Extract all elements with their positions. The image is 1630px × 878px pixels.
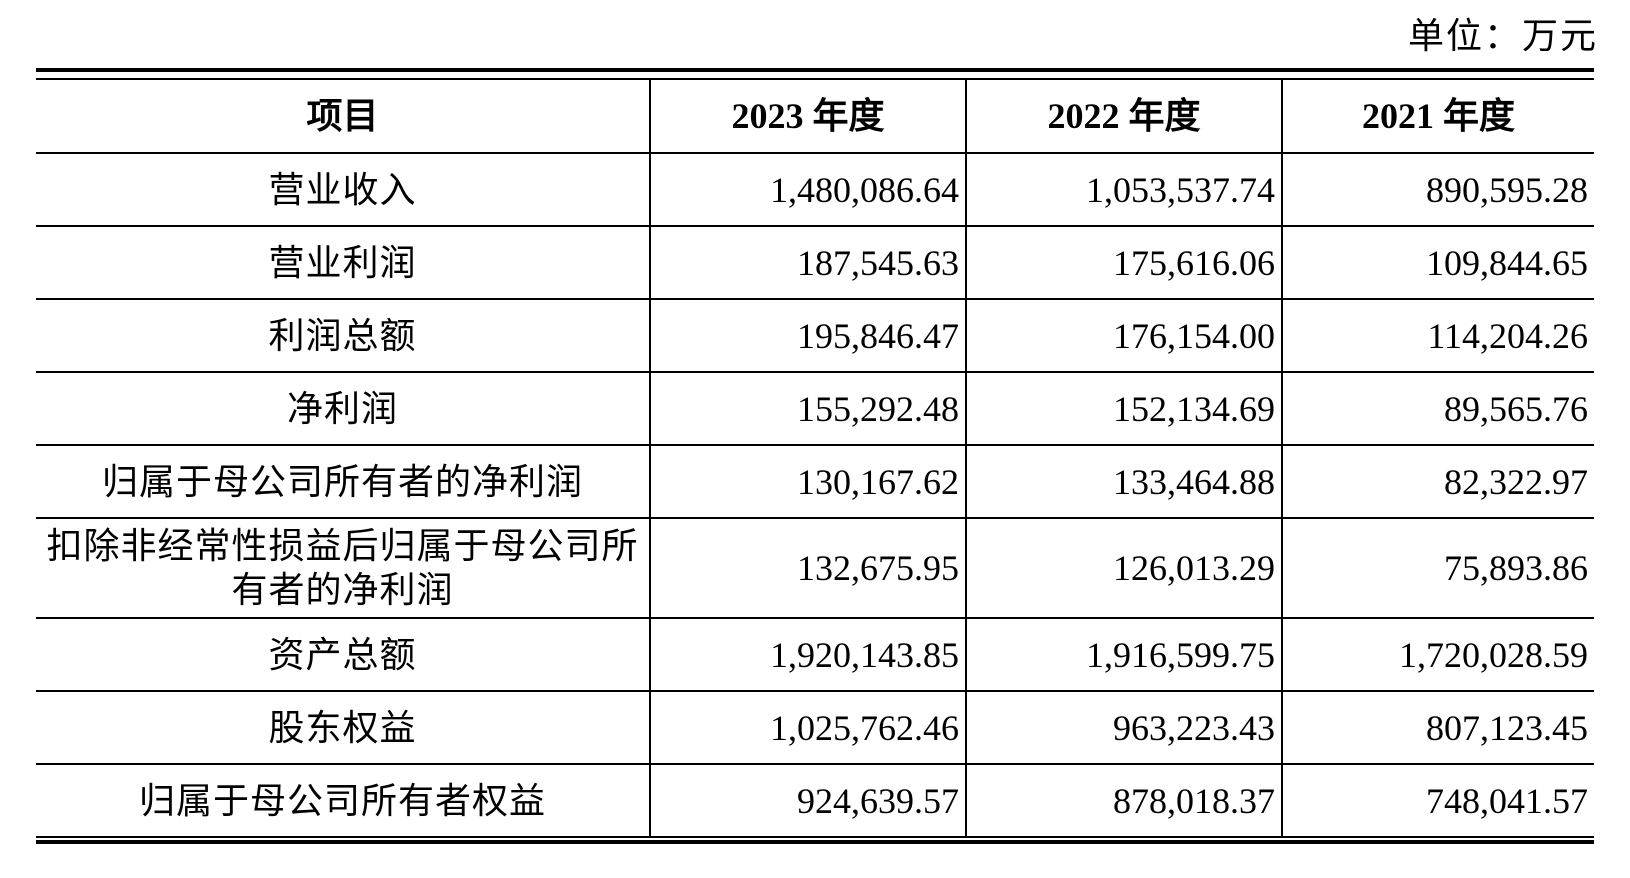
table-row: 股东权益 1,025,762.46 963,223.43 807,123.45 bbox=[36, 691, 1594, 765]
row-label: 营业利润 bbox=[36, 226, 650, 300]
value-2023: 130,167.62 bbox=[649, 445, 966, 519]
value-2022: 176,154.00 bbox=[965, 299, 1282, 373]
value-2021: 75,893.86 bbox=[1281, 518, 1594, 619]
value-2022: 1,916,599.75 bbox=[965, 618, 1282, 692]
bottom-double-rule bbox=[36, 836, 1594, 844]
row-label: 归属于母公司所有者权益 bbox=[138, 780, 546, 821]
unit-label: 单位：万元 bbox=[1407, 16, 1598, 56]
value-2021: 82,322.97 bbox=[1281, 445, 1594, 519]
value-2023: 1,480,086.64 bbox=[649, 153, 966, 227]
value-2023: 155,292.48 bbox=[649, 372, 966, 446]
value-2021: 748,041.57 bbox=[1281, 764, 1594, 836]
table-row: 扣除非经常性损益后归属于母公司所有者的净利润 132,675.95 126,01… bbox=[36, 518, 1594, 619]
table-row: 净利润 155,292.48 152,134.69 89,565.76 bbox=[36, 372, 1594, 446]
financial-summary-table: 项目 2023 年度 2022 年度 2021 年度 营业收入 1,480,08… bbox=[36, 80, 1594, 836]
value-2022: 175,616.06 bbox=[965, 226, 1282, 300]
financial-summary-table-container: 项目 2023 年度 2022 年度 2021 年度 营业收入 1,480,08… bbox=[36, 68, 1594, 844]
value-2023: 195,846.47 bbox=[649, 299, 966, 373]
table-row: 归属于母公司所有者权益 924,639.57 878,018.37 748,04… bbox=[36, 764, 1594, 836]
header-2021: 2021 年度 bbox=[1281, 80, 1594, 154]
value-2021: 114,204.26 bbox=[1281, 299, 1594, 373]
row-label: 扣除非经常性损益后归属于母公司所有者的净利润 bbox=[36, 518, 650, 619]
value-2022: 152,134.69 bbox=[965, 372, 1282, 446]
table-row: 营业收入 1,480,086.64 1,053,537.74 890,595.2… bbox=[36, 153, 1594, 227]
value-2022: 1,053,537.74 bbox=[965, 153, 1282, 227]
table-row: 营业利润 187,545.63 175,616.06 109,844.65 bbox=[36, 226, 1594, 300]
row-label: 营业收入 bbox=[36, 153, 650, 227]
value-2021: 1,720,028.59 bbox=[1281, 618, 1594, 692]
value-2023: 1,920,143.85 bbox=[649, 618, 966, 692]
row-label: 归属于母公司所有者的净利润 bbox=[36, 445, 650, 519]
value-2021: 890,595.28 bbox=[1281, 153, 1594, 227]
value-2022: 878,018.37 bbox=[965, 764, 1282, 836]
row-label: 利润总额 bbox=[36, 299, 650, 373]
row-label: 资产总额 bbox=[36, 618, 650, 692]
value-2023: 187,545.63 bbox=[649, 226, 966, 300]
value-2023: 132,675.95 bbox=[649, 518, 966, 619]
header-item: 项目 bbox=[36, 80, 650, 154]
value-2022: 963,223.43 bbox=[965, 691, 1282, 765]
value-2021: 109,844.65 bbox=[1281, 226, 1594, 300]
value-2022: 126,013.29 bbox=[965, 518, 1282, 619]
table-row: 利润总额 195,846.47 176,154.00 114,204.26 bbox=[36, 299, 1594, 373]
value-2023: 1,025,762.46 bbox=[649, 691, 966, 765]
header-row: 项目 2023 年度 2022 年度 2021 年度 bbox=[36, 80, 1594, 154]
table-row: 归属于母公司所有者的净利润 130,167.62 133,464.88 82,3… bbox=[36, 445, 1594, 519]
row-label: 净利润 bbox=[36, 372, 650, 446]
table-row: 资产总额 1,920,143.85 1,916,599.75 1,720,028… bbox=[36, 618, 1594, 692]
header-2022: 2022 年度 bbox=[965, 80, 1282, 154]
header-2023: 2023 年度 bbox=[649, 80, 966, 154]
top-double-rule bbox=[36, 68, 1594, 80]
value-2023: 924,639.57 bbox=[649, 764, 966, 836]
value-2021: 807,123.45 bbox=[1281, 691, 1594, 765]
value-2022: 133,464.88 bbox=[965, 445, 1282, 519]
value-2021: 89,565.76 bbox=[1281, 372, 1594, 446]
row-label: 股东权益 bbox=[36, 691, 650, 765]
